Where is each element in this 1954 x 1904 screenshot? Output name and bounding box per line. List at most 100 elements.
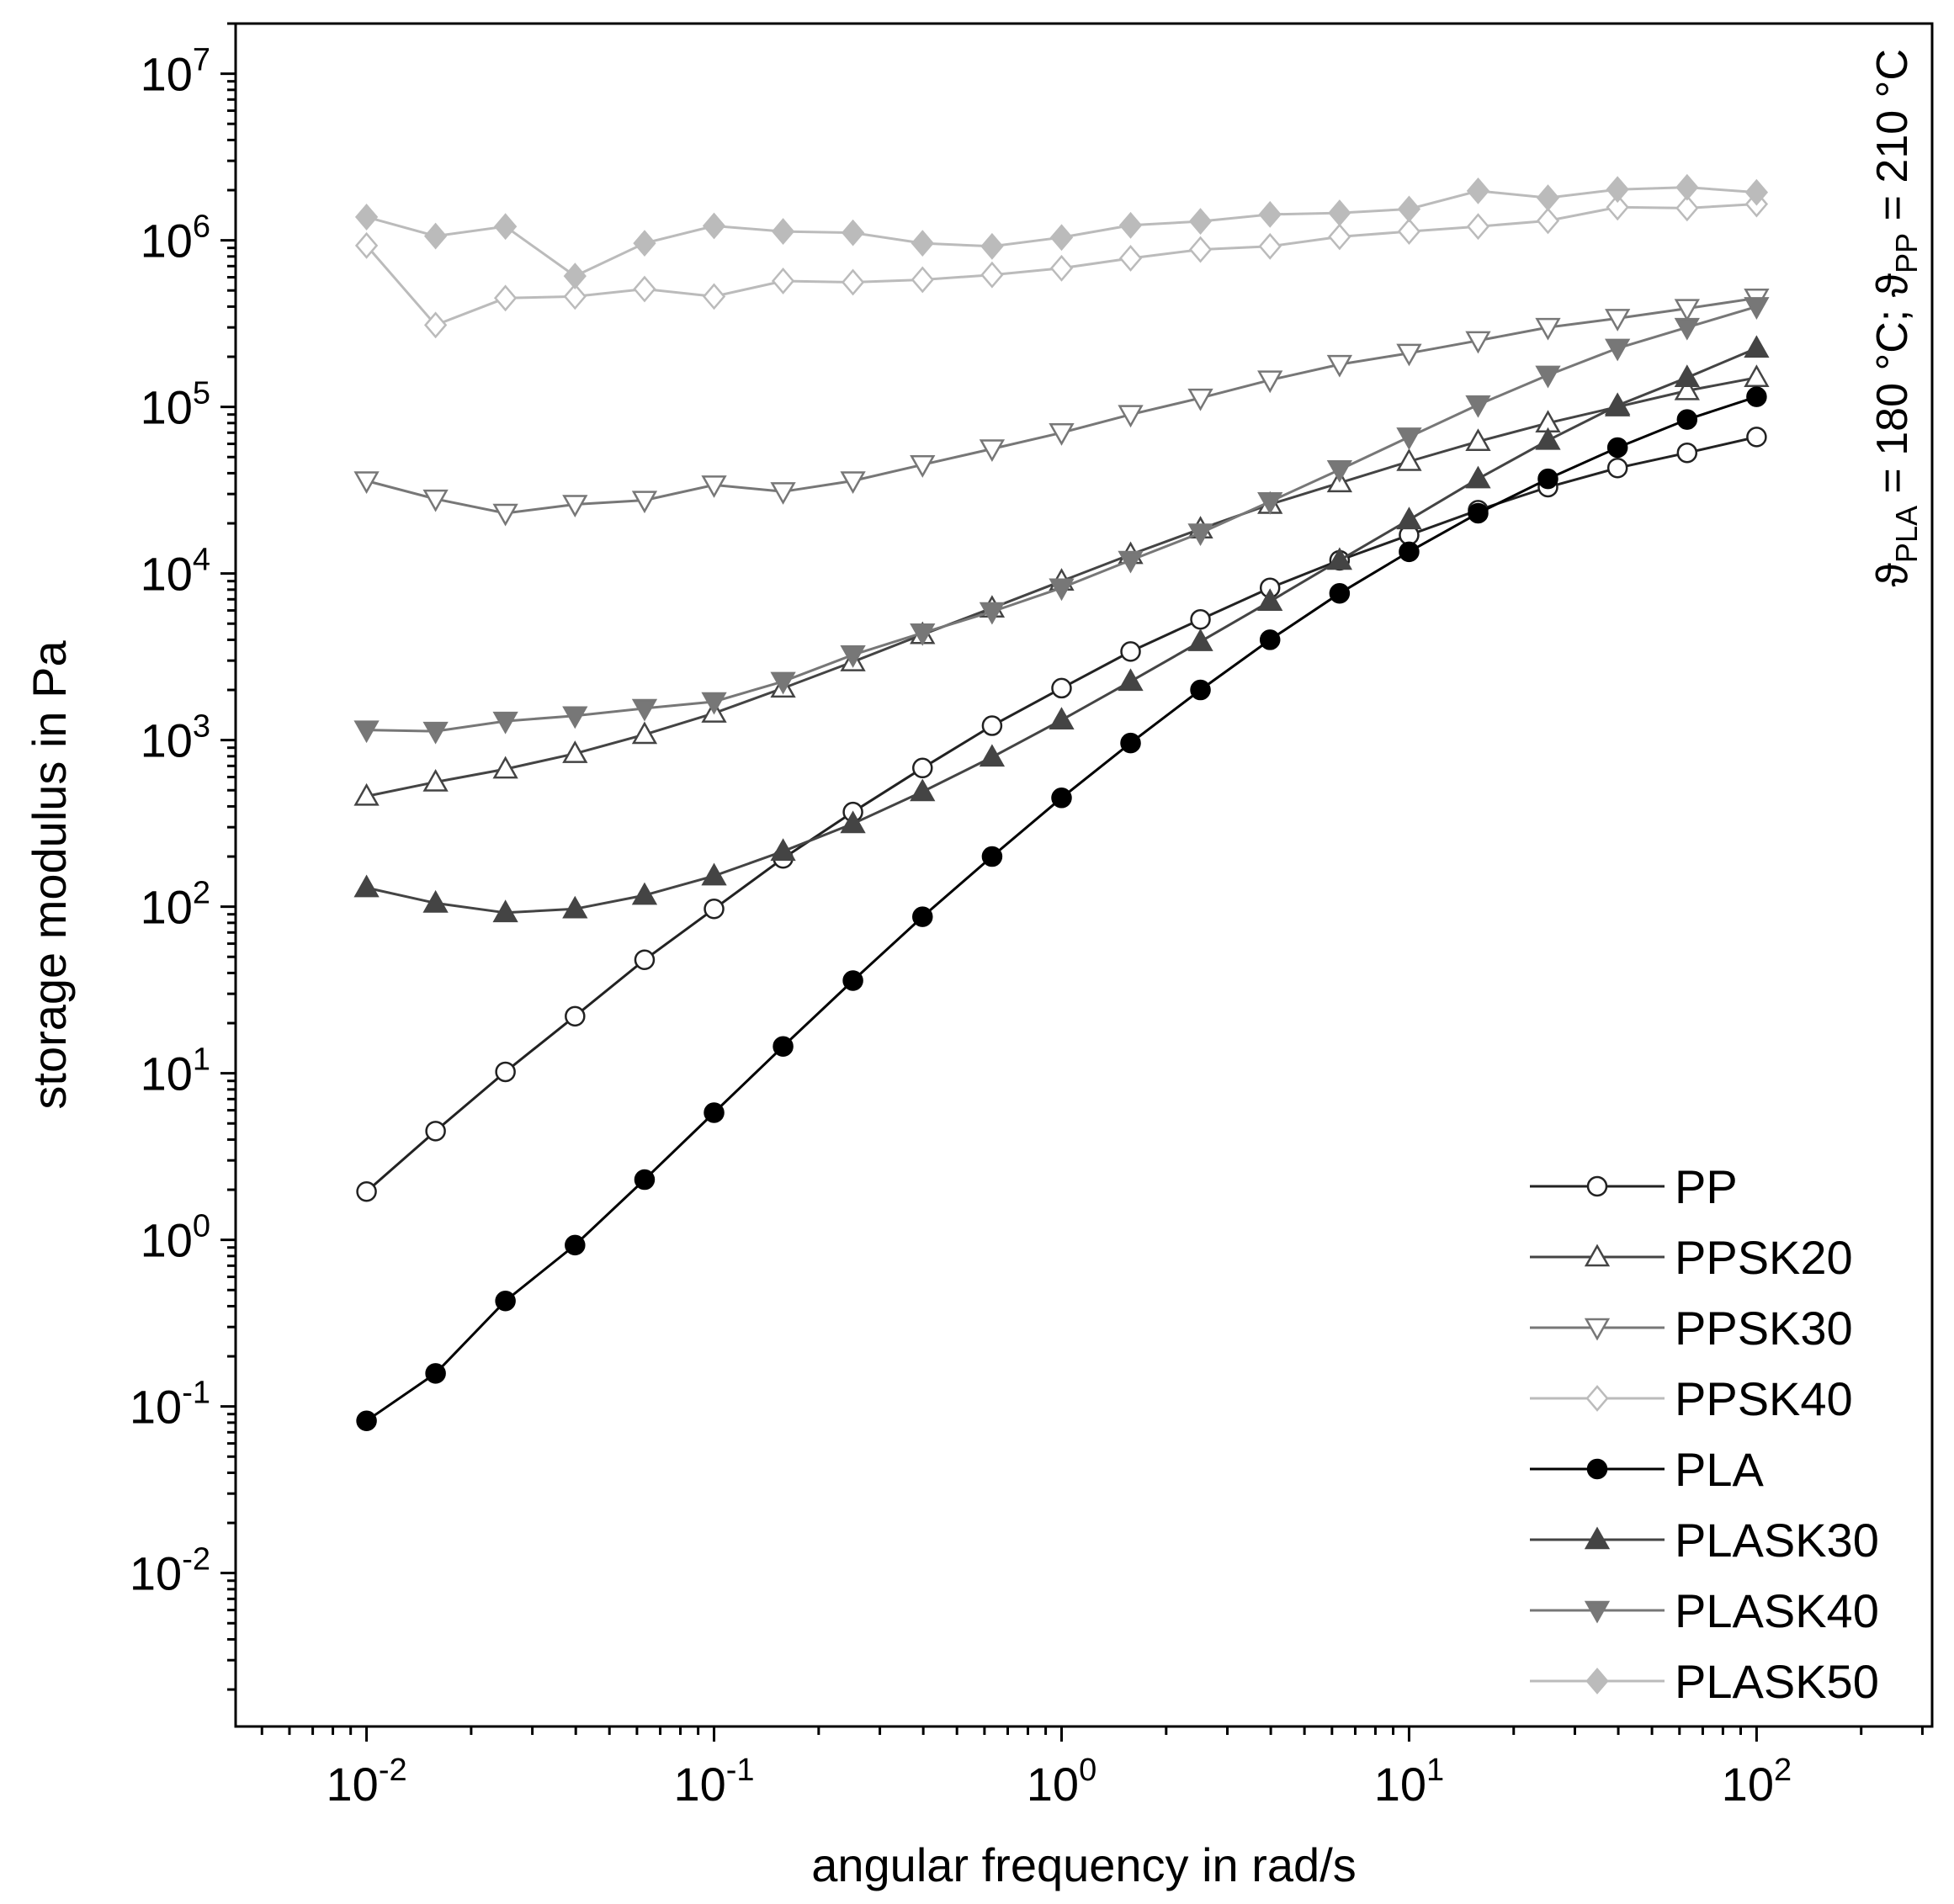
data-point-pla <box>1676 409 1698 430</box>
series-plask50 <box>354 173 1769 290</box>
data-point-ppsk40 <box>1466 213 1490 241</box>
data-point-pp <box>634 949 656 971</box>
data-point-plask40 <box>562 706 588 729</box>
data-point-ppsk20 <box>492 756 518 779</box>
data-point-pla <box>704 1102 725 1123</box>
legend-label: PLA <box>1675 1443 1764 1496</box>
data-point-plask30 <box>1396 506 1422 530</box>
series-pp <box>356 427 1767 1202</box>
data-point-ppsk20 <box>1674 377 1700 400</box>
data-point-ppsk30 <box>1674 299 1700 322</box>
data-point-pla <box>1606 437 1628 459</box>
data-point-ppsk40 <box>1675 194 1699 222</box>
data-point-plask50 <box>702 212 726 240</box>
data-point-plask50 <box>841 219 865 247</box>
x-tick-label: 10-1 <box>673 1753 754 1811</box>
data-point-plask30 <box>1118 668 1144 692</box>
data-point-ppsk30 <box>631 491 658 514</box>
legend-label: PP <box>1675 1160 1738 1213</box>
data-point-plask40 <box>840 645 866 668</box>
x-tick-label: 100 <box>1027 1753 1096 1811</box>
plot-frame <box>234 22 1934 1728</box>
data-point-plask40 <box>770 671 796 695</box>
legend-marker <box>1585 1385 1609 1412</box>
legend-label: PLASK50 <box>1675 1655 1879 1708</box>
data-point-pla <box>912 906 933 927</box>
data-point-ppsk30 <box>840 471 866 495</box>
data-point-pp <box>704 899 725 920</box>
legend-marker <box>1584 1526 1611 1550</box>
series-plask40 <box>353 297 1770 745</box>
temperature-annotation: ϑPLA = 180 °C; ϑPP = 210 °C <box>1868 49 1924 587</box>
y-tick-label: 103 <box>141 709 210 767</box>
y-tick-label: 107 <box>141 43 210 101</box>
data-point-ppsk30 <box>1257 370 1283 394</box>
data-point-pp <box>1676 442 1698 464</box>
legend-label: PLASK40 <box>1675 1584 1879 1637</box>
data-point-plask30 <box>1187 628 1213 651</box>
data-point-plask50 <box>1397 195 1421 223</box>
data-point-plask30 <box>1744 335 1770 358</box>
data-point-ppsk20 <box>631 721 658 745</box>
legend-marker <box>1584 1600 1611 1624</box>
y-axis-label: storage modulus in Pa <box>23 640 76 1110</box>
data-point-ppsk40 <box>1536 207 1560 235</box>
data-point-plask40 <box>1744 297 1770 320</box>
data-point-plask30 <box>1535 427 1561 450</box>
legend-item-pla: PLA <box>1530 1443 1764 1496</box>
series-ppsk40 <box>354 190 1769 339</box>
legend-marker <box>1584 1244 1611 1267</box>
data-point-plask30 <box>353 874 380 898</box>
data-point-pla <box>1120 732 1141 754</box>
data-point-plask50 <box>1536 184 1560 211</box>
x-tick-label: 102 <box>1722 1753 1792 1811</box>
data-point-ppsk30 <box>562 495 588 518</box>
data-point-pp <box>425 1121 446 1142</box>
data-point-plask30 <box>910 778 936 802</box>
data-point-ppsk30 <box>353 471 380 495</box>
data-point-ppsk40 <box>1258 232 1282 260</box>
data-point-ppsk40 <box>771 268 795 294</box>
data-point-plask40 <box>701 692 727 715</box>
data-point-plask30 <box>1049 707 1075 730</box>
data-point-ppsk30 <box>1049 423 1075 446</box>
y-tick-label: 100 <box>141 1209 210 1267</box>
legend-item-plask40: PLASK40 <box>1530 1584 1879 1637</box>
data-point-ppsk30 <box>1396 343 1422 367</box>
data-point-plask40 <box>1118 550 1144 574</box>
data-point-pp <box>1190 608 1211 630</box>
y-tick-label: 101 <box>141 1042 210 1101</box>
data-point-ppsk40 <box>1118 245 1143 272</box>
data-point-pp <box>1051 677 1072 699</box>
data-point-ppsk30 <box>1535 317 1561 341</box>
data-point-pp <box>356 1180 377 1202</box>
data-point-plask40 <box>1605 338 1631 362</box>
series-layer <box>353 173 1770 1431</box>
y-tick-label: 10-1 <box>130 1376 210 1434</box>
data-point-plask30 <box>701 862 727 886</box>
legend-marker <box>1584 1318 1611 1341</box>
x-tick-label: 101 <box>1374 1753 1444 1811</box>
data-point-plask40 <box>631 698 658 722</box>
series-line-pp <box>365 435 1757 1193</box>
data-point-ppsk30 <box>1187 388 1213 411</box>
data-point-ppsk40 <box>702 283 726 310</box>
data-point-ppsk40 <box>1188 236 1213 263</box>
data-point-ppsk30 <box>910 455 936 478</box>
data-point-pp <box>981 715 1003 736</box>
data-point-plask30 <box>1257 588 1283 612</box>
y-tick-label: 10-2 <box>130 1542 210 1600</box>
data-point-ppsk20 <box>353 782 380 806</box>
legend-item-ppsk40: PPSK40 <box>1530 1372 1853 1425</box>
data-point-plask30 <box>770 838 796 862</box>
data-point-plask50 <box>423 222 448 250</box>
data-point-ppsk20 <box>562 740 588 763</box>
y-tick-label: 102 <box>141 876 210 934</box>
data-point-pp <box>1120 641 1141 662</box>
data-point-plask50 <box>1118 211 1143 239</box>
data-point-ppsk30 <box>979 439 1006 463</box>
data-point-ppsk20 <box>1744 364 1770 388</box>
data-point-ppsk40 <box>841 268 865 296</box>
data-point-pla <box>1329 582 1351 604</box>
